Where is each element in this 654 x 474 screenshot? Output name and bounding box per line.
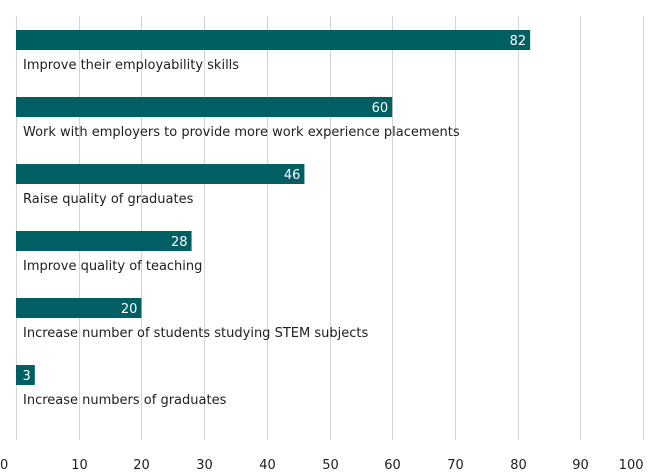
x-tick-label: 80 — [510, 458, 527, 473]
x-tick-label: 60 — [384, 458, 401, 473]
category-label: Improve their employability skills — [23, 58, 239, 73]
category-label: Increase numbers of graduates — [23, 393, 227, 408]
bar — [16, 365, 35, 385]
bars: 82 Improve their employability skills 60 Wo… — [16, 30, 531, 408]
x-tick-label: 0 — [0, 458, 8, 473]
x-tick-label: 10 — [71, 458, 88, 473]
bar — [16, 298, 142, 318]
gridlines — [16, 16, 644, 440]
x-tick-label: 70 — [447, 458, 464, 473]
bar — [16, 30, 531, 50]
bar-value-label: 28 — [171, 235, 188, 250]
x-tick-label: 40 — [259, 458, 276, 473]
bar-value-label: 60 — [372, 101, 389, 116]
bar-value-label: 82 — [510, 34, 527, 49]
bar-value-label: 20 — [121, 302, 138, 317]
x-tick-label: 30 — [196, 458, 213, 473]
x-tick-label: 20 — [133, 458, 150, 473]
category-label: Work with employers to provide more work… — [23, 125, 460, 140]
category-label: Increase number of students studying STE… — [23, 326, 368, 341]
bar — [16, 97, 393, 117]
x-axis-ticks: 0 10 20 30 40 50 60 70 80 90 100 — [0, 458, 644, 473]
bar-value-label: 3 — [23, 369, 31, 384]
category-label: Raise quality of graduates — [23, 192, 194, 207]
bar — [16, 231, 192, 251]
x-tick-label: 50 — [322, 458, 339, 473]
bar-value-label: 46 — [284, 168, 301, 183]
x-tick-label: 90 — [572, 458, 589, 473]
x-tick-label: 100 — [619, 458, 644, 473]
category-label: Improve quality of teaching — [23, 259, 202, 274]
bar — [16, 164, 305, 184]
